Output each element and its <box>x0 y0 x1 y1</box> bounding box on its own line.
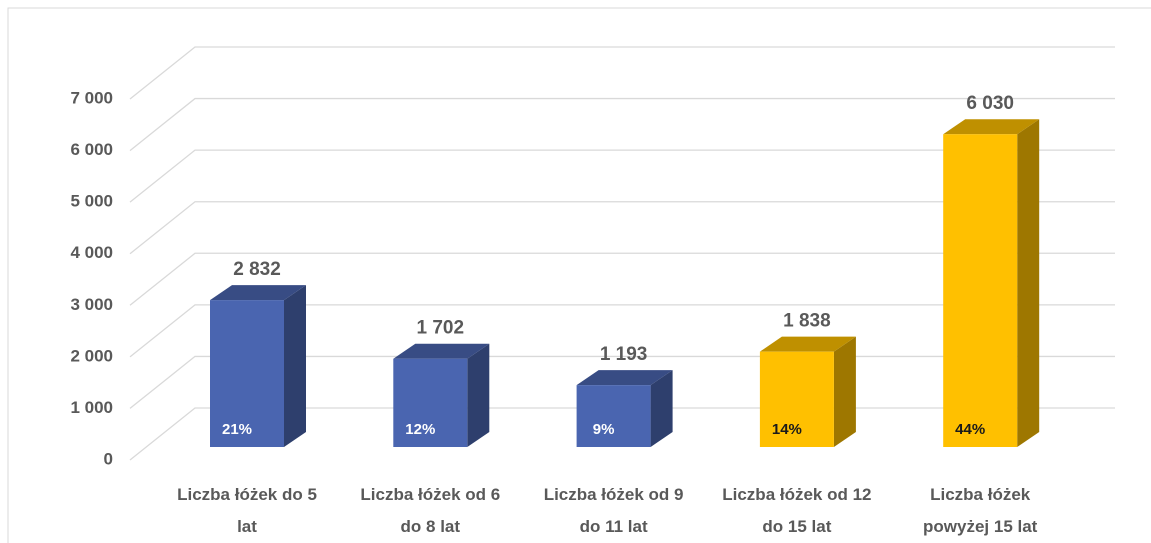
x-tick-label: Liczba łóżek od 6 do 8 lat <box>360 485 501 536</box>
value-label: 2 832 <box>233 259 281 280</box>
bar <box>576 385 651 447</box>
y-tick-label: 4 000 <box>70 243 113 262</box>
bar-side <box>650 370 673 447</box>
bar <box>943 134 1018 447</box>
bar <box>393 358 468 447</box>
value-label: 1 193 <box>600 344 648 365</box>
y-tick-label: 0 <box>104 449 113 468</box>
y-tick-label: 7 000 <box>70 88 113 107</box>
bar-top <box>943 119 1040 135</box>
y-tick-label: 5 000 <box>70 192 113 211</box>
value-label: 6 030 <box>966 93 1014 114</box>
bar-side <box>284 285 306 447</box>
grid-line <box>129 149 1115 203</box>
x-tick-label: Liczba łóżek powyżej 15 lat <box>923 485 1038 536</box>
y-tick-label: 2 000 <box>70 346 113 365</box>
y-tick-label: 3 000 <box>70 295 113 314</box>
grid-line <box>129 252 1115 306</box>
x-tick-label: Liczba łóżek do 5 lat <box>177 485 317 536</box>
bar-top <box>210 285 306 301</box>
y-tick-label: 1 000 <box>70 398 113 417</box>
x-tick-label: Liczba łóżek od 9 do 11 lat <box>543 485 684 536</box>
grid-line <box>129 201 1115 255</box>
bar <box>759 351 834 447</box>
bar-side <box>467 343 490 447</box>
share-label: 14% <box>772 421 802 438</box>
value-label: 1 702 <box>417 318 465 339</box>
share-label: 21% <box>222 421 252 438</box>
bar-side <box>1017 119 1040 448</box>
chart-frame <box>7 7 1151 543</box>
share-label: 44% <box>955 421 985 438</box>
grid-line <box>129 46 1115 100</box>
bar-top <box>393 343 490 359</box>
y-tick-label: 6 000 <box>70 140 113 159</box>
share-label: 9% <box>593 421 615 438</box>
bar <box>210 300 284 447</box>
value-label: 1 838 <box>783 311 831 332</box>
x-tick-label: Liczba łóżek od 12 do 15 lat <box>722 485 872 536</box>
grid-line <box>129 304 1115 358</box>
bar-side <box>833 336 856 447</box>
bar-top <box>759 336 856 352</box>
share-label: 12% <box>405 421 435 438</box>
bar-top <box>576 370 673 386</box>
grid-line <box>129 97 1115 152</box>
